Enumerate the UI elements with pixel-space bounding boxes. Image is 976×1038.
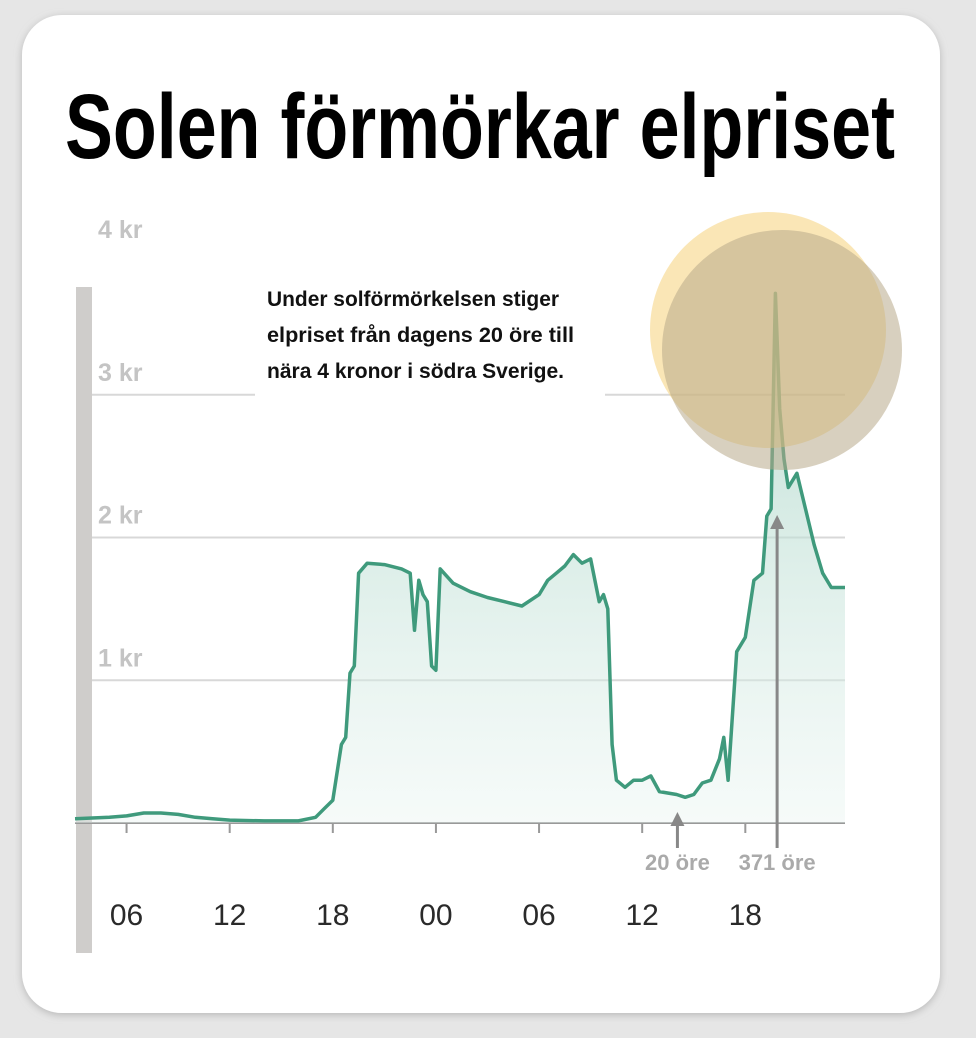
arrow-head xyxy=(770,515,785,529)
price-line xyxy=(74,291,845,823)
annotation: nära 4 kronor i södra Sverige. xyxy=(267,360,564,383)
x-tick-label: 00 xyxy=(419,899,452,932)
y-tick-label: 3 kr xyxy=(98,359,143,387)
annotation: elpriset från dagens 20 öre till xyxy=(267,324,574,347)
x-tick-label: 12 xyxy=(213,899,246,932)
y-tick-label: 2 kr xyxy=(98,502,143,530)
callout-label: 20 öre xyxy=(645,850,710,875)
y-tick-label: 1 kr xyxy=(98,644,143,672)
axis-bar xyxy=(76,287,92,953)
y-tick-label: 4 kr xyxy=(98,216,143,244)
chart-title: Solen förmörkar elpriset xyxy=(65,76,895,178)
callout-label: 371 öre xyxy=(739,850,816,875)
x-tick-label: 18 xyxy=(316,899,349,932)
annotation-bg xyxy=(255,278,605,398)
moon xyxy=(662,230,902,470)
annotation: Under solförmörkelsen stiger xyxy=(267,288,559,311)
area xyxy=(75,293,845,823)
x-tick-label: 06 xyxy=(522,899,555,932)
x-tick-label: 18 xyxy=(729,899,762,932)
arrow-head xyxy=(670,812,685,826)
x-tick-label: 12 xyxy=(626,899,659,932)
x-tick-label: 06 xyxy=(110,899,143,932)
